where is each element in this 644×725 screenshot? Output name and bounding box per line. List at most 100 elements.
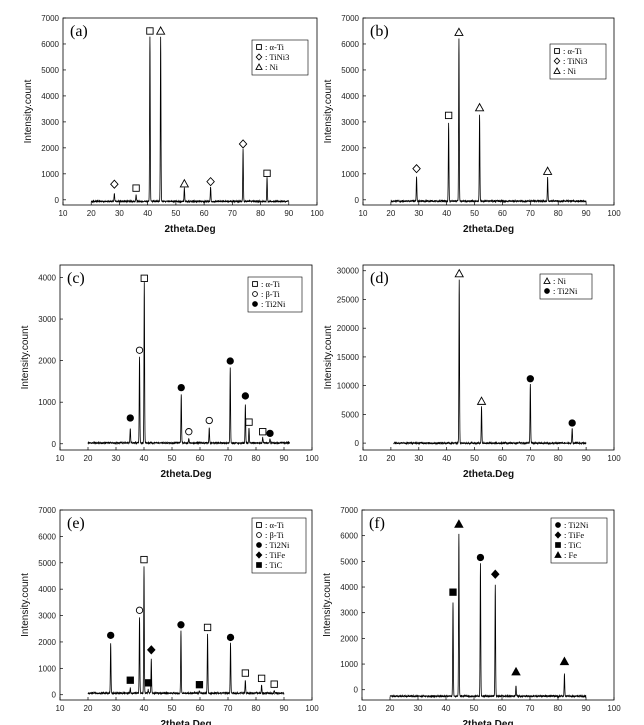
- y-tick-label: 5000: [341, 66, 359, 75]
- legend-label: : TiC: [564, 540, 582, 550]
- x-tick-label: 20: [84, 704, 93, 713]
- legend-symbol-triangle-filled: [554, 551, 562, 558]
- x-tick-label: 10: [56, 454, 65, 463]
- y-tick-label: 4000: [340, 583, 358, 592]
- plot-frame: [62, 17, 318, 206]
- y-axis-title: Intensity.count: [322, 573, 333, 637]
- xrd-panel-6: 10 20 30 40 50 60 70 80 90 1000100020003000400050…: [322, 506, 621, 725]
- plot-frame: [361, 509, 615, 701]
- x-axis-title: 2theta.Deg: [164, 224, 215, 235]
- y-tick-label: 5000: [341, 410, 359, 419]
- peak-marker-triangle-filled: [559, 656, 570, 666]
- y-tick-label: 25000: [337, 295, 360, 304]
- legend-label: : α-Ti: [261, 279, 281, 289]
- x-tick-label: 60: [196, 704, 205, 713]
- peak-marker-square-filled: [195, 681, 204, 689]
- panel-label: (c): [67, 270, 85, 287]
- x-tick-label: 90: [284, 209, 293, 218]
- y-tick-label: 5000: [340, 557, 358, 566]
- legend-label: : β-Ti: [265, 530, 285, 540]
- peak-marker-circle-filled: [526, 375, 534, 383]
- peak-marker-square-open: [132, 184, 140, 192]
- y-tick-label: 1000: [341, 170, 359, 179]
- peak-marker-diamond-filled: [146, 645, 156, 655]
- peak-marker-triangle-open: [454, 27, 464, 36]
- peak-marker-circle-filled: [126, 414, 134, 422]
- x-tick-label: 40: [442, 454, 451, 463]
- y-tick-label: 10000: [337, 382, 360, 391]
- x-tick-label: 20: [386, 209, 395, 218]
- legend-symbol-square-filled: [256, 562, 262, 568]
- legend-label: : TiNi3: [563, 56, 587, 66]
- y-tick-label: 1000: [41, 170, 59, 179]
- x-tick-label: 20: [87, 209, 96, 218]
- peak-marker-square-open: [245, 418, 253, 426]
- xrd-pattern-line: [390, 38, 587, 204]
- legend-label: : TiC: [265, 560, 283, 570]
- x-tick-label: 70: [526, 209, 535, 218]
- x-tick-label: 70: [224, 704, 233, 713]
- y-axis-title: Intensity.count: [20, 325, 31, 389]
- legend-label: : TiFe: [265, 550, 285, 560]
- legend: : α-Ti: β-Ti: Ti2Ni: TiFe: TiC: [251, 517, 307, 574]
- legend-symbol-circle-filled: [256, 542, 262, 548]
- x-tick-label: 40: [143, 209, 152, 218]
- plot-frame: [362, 264, 615, 451]
- peak-marker-square-open: [241, 669, 250, 677]
- y-tick-label: 1000: [340, 660, 358, 669]
- peak-marker-triangle-open: [155, 26, 166, 35]
- peak-marker-circle-filled: [107, 631, 115, 639]
- xrd-pattern-line: [87, 282, 290, 446]
- xrd-panel-3: 10 20 30 40 50 60 70 80 90 100010002000300040002t…: [20, 264, 319, 480]
- legend-symbol-square-open: [256, 44, 262, 50]
- y-tick-label: 2000: [341, 144, 359, 153]
- x-tick-label: 80: [256, 209, 265, 218]
- y-tick-label: 0: [354, 686, 359, 695]
- plot-frame: [59, 264, 313, 451]
- peak-marker-circle-open: [135, 346, 144, 354]
- y-tick-label: 30000: [337, 267, 360, 276]
- x-tick-label: 30: [414, 704, 423, 713]
- y-tick-label: 2000: [340, 634, 358, 643]
- x-tick-label: 90: [582, 704, 591, 713]
- legend: : α-Ti: β-Ti: Ti2Ni: [247, 276, 303, 313]
- x-axis-title: 2theta.Deg: [160, 719, 211, 725]
- x-tick-label: 40: [140, 704, 149, 713]
- y-tick-label: 0: [52, 691, 57, 700]
- x-tick-label: 90: [582, 209, 591, 218]
- y-tick-label: 4000: [341, 92, 359, 101]
- x-tick-label: 50: [168, 704, 177, 713]
- x-tick-label: 100: [607, 704, 621, 713]
- x-tick-label: 70: [228, 209, 237, 218]
- x-tick-label: 20: [84, 454, 93, 463]
- legend-label: : α-Ti: [265, 42, 285, 52]
- x-axis-title: 2theta.Deg: [462, 719, 513, 725]
- x-axis-title: 2theta.Deg: [160, 469, 211, 480]
- peak-marker-circle-filled: [226, 633, 235, 642]
- peak-marker-circle-filled: [241, 392, 250, 400]
- x-tick-label: 90: [280, 454, 289, 463]
- legend-symbol-triangle-open: [553, 67, 561, 74]
- y-tick-label: 7000: [41, 14, 59, 23]
- y-tick-label: 3000: [41, 118, 59, 127]
- legend-label: : α-Ti: [265, 520, 285, 530]
- y-tick-label: 3000: [341, 118, 359, 127]
- peak-marker-triangle-open: [474, 102, 485, 112]
- legend-symbol-diamond-filled: [255, 551, 263, 559]
- x-tick-label: 70: [526, 704, 535, 713]
- legend-label: : α-Ti: [563, 46, 583, 56]
- y-axis-title: Intensity.count: [23, 79, 34, 143]
- x-tick-label: 60: [200, 209, 209, 218]
- x-tick-label: 10: [59, 209, 68, 218]
- peak-marker-square-filled: [449, 588, 457, 596]
- xrd-panel-5: 10 20 30 40 50 60 70 80 90 1000100020003000400050…: [20, 506, 319, 725]
- legend-symbol-circle-filled: [544, 288, 550, 294]
- peak-marker-square-open: [259, 428, 267, 436]
- x-tick-label: 40: [140, 454, 149, 463]
- x-tick-label: 40: [442, 704, 451, 713]
- y-tick-label: 6000: [41, 40, 59, 49]
- x-tick-label: 80: [554, 209, 563, 218]
- peak-marker-circle-open: [135, 606, 144, 614]
- peak-marker-circle-filled: [266, 429, 274, 438]
- x-tick-label: 70: [526, 454, 535, 463]
